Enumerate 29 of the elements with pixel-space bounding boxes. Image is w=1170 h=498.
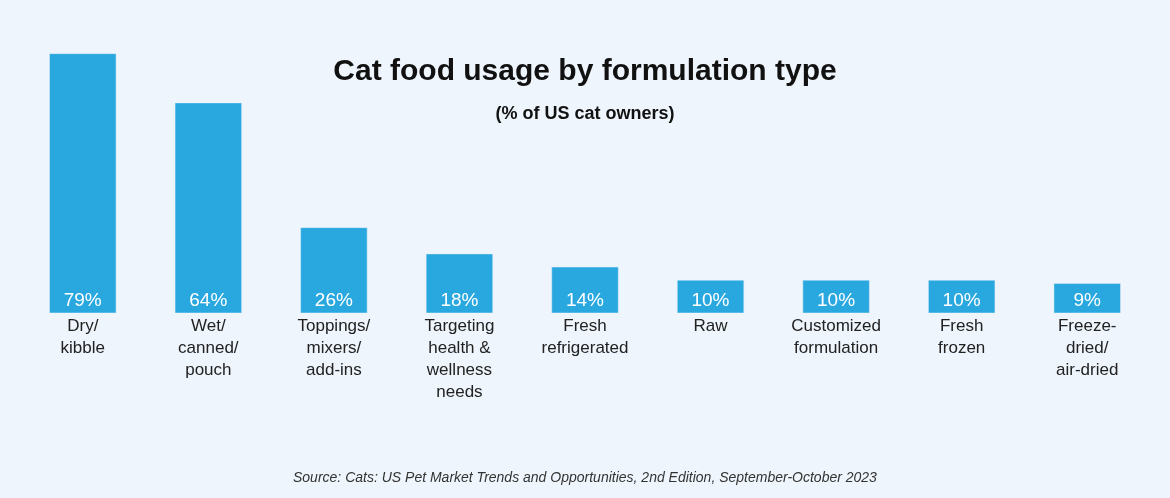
- bar: [300, 227, 368, 313]
- data-label: 64%: [189, 289, 228, 310]
- bar: [551, 266, 619, 313]
- data-label: 79%: [63, 289, 102, 310]
- bar: [1053, 283, 1121, 313]
- x-tick-label: Toppings/ mixers/ add-ins: [297, 316, 371, 380]
- bar: [928, 279, 996, 313]
- x-tick-label: Targeting health & wellness needs: [424, 316, 495, 402]
- data-label: 9%: [1073, 289, 1101, 310]
- bar: [425, 253, 493, 313]
- x-tick-label: Fresh frozen: [938, 316, 986, 358]
- x-tick-label: Raw: [693, 316, 729, 335]
- bar: [49, 53, 117, 313]
- data-label: 14%: [565, 289, 605, 310]
- x-tick-label: Freeze- dried/ air-dried: [1056, 316, 1119, 380]
- data-label: 26%: [314, 289, 353, 310]
- data-label: 18%: [440, 289, 479, 310]
- x-tick-label: Customized formulation: [791, 316, 881, 358]
- x-tick-label: Dry/ kibble: [60, 316, 105, 358]
- data-label: 10%: [817, 289, 856, 310]
- data-label: 10%: [942, 289, 981, 310]
- x-tick-label: Wet/ canned/ pouch: [178, 316, 239, 380]
- source-note: Source: Cats: US Pet Market Trends and Opportunities, 2nd Edition, September-October 2023: [293, 469, 878, 485]
- chart-title: Cat food usage by formulation type: [333, 52, 837, 86]
- bar: [802, 279, 870, 313]
- text: (% of US cat owners): [495, 102, 675, 123]
- x-tick-label: Fresh refrigerated: [541, 316, 629, 358]
- data-label: 10%: [691, 289, 730, 310]
- bar: [174, 102, 242, 313]
